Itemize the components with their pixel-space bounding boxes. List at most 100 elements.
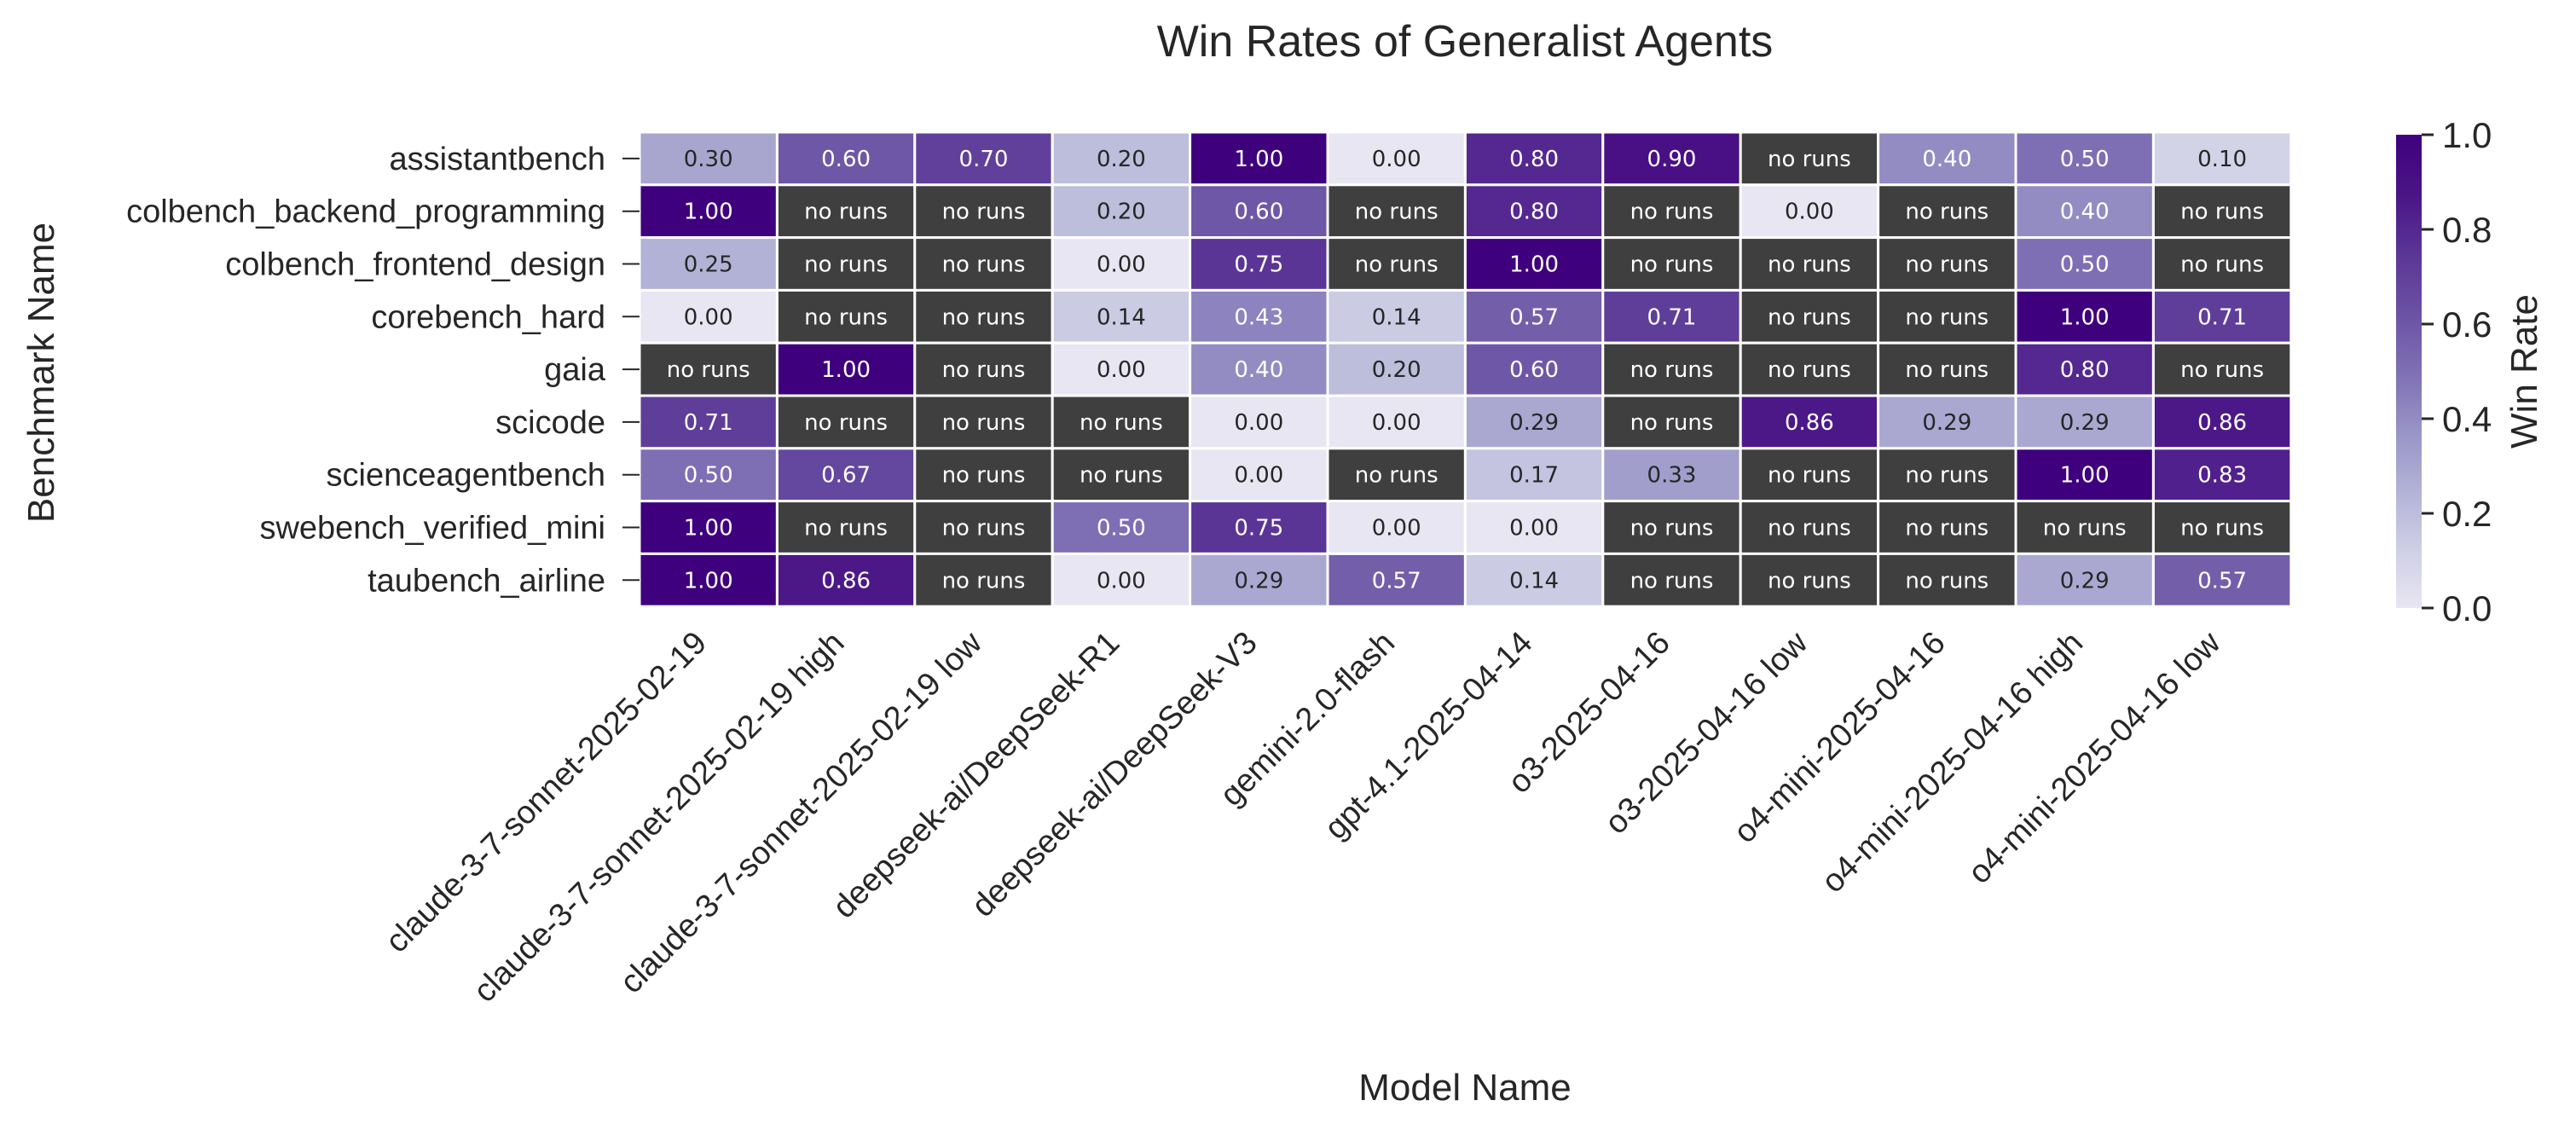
heatmap-cell xyxy=(2151,130,2293,187)
heatmap-cell xyxy=(1739,288,1880,345)
cell-value-label: 1.00 xyxy=(684,200,733,225)
cell-value-label: no runs xyxy=(2180,200,2264,225)
cell-value-label: no runs xyxy=(942,357,1026,383)
cell-value-label: no runs xyxy=(1768,568,1851,594)
cell-value-label: 0.25 xyxy=(684,252,733,278)
heatmap-cell xyxy=(1601,394,1742,450)
cell-value-label: no runs xyxy=(942,516,1026,541)
row-labels: assistantbench colbench_backend_programmi… xyxy=(126,142,640,599)
cell-value-label: 0.20 xyxy=(1097,147,1146,172)
chart-title: Win Rates of Generalist Agents xyxy=(1157,17,1774,67)
heatmap-cell xyxy=(2014,500,2155,555)
cell-value-label: 0.00 xyxy=(1097,568,1146,594)
cell-value-label: 0.60 xyxy=(821,147,871,172)
cell-value-label: 0.00 xyxy=(1097,252,1146,278)
cell-value-label: no runs xyxy=(2043,516,2127,541)
cell-value-label: 0.17 xyxy=(1509,463,1559,489)
cell-value-label: 0.86 xyxy=(2197,410,2247,436)
cell-value-label: 0.80 xyxy=(2060,357,2110,383)
cell-value-label: 0.60 xyxy=(1509,357,1559,383)
cell-value-label: no runs xyxy=(1080,410,1163,436)
cell-value-label: 0.14 xyxy=(1097,304,1146,330)
heatmap-cell xyxy=(638,447,779,503)
cell-value-label: 0.86 xyxy=(821,568,871,594)
heatmap-cell xyxy=(775,447,917,503)
cell-value-label: no runs xyxy=(1630,516,1714,541)
cell-value-label: 0.70 xyxy=(959,147,1009,172)
colorbar-tick-label: 0.4 xyxy=(2442,399,2492,439)
cell-value-label: 0.29 xyxy=(2060,568,2110,594)
heatmap-cell xyxy=(1463,183,1605,240)
cell-value-label: no runs xyxy=(1905,252,1988,278)
column-label: deepseek-ai/DeepSeek-R1 xyxy=(826,625,1126,925)
cell-value-label: 0.00 xyxy=(1234,463,1283,489)
row-label: corebench_hard xyxy=(371,299,605,335)
cell-value-label: 0.29 xyxy=(1922,410,1971,436)
heatmap-cell xyxy=(1189,183,1329,240)
row-label: assistantbench xyxy=(390,142,606,177)
heatmap-cell xyxy=(2014,552,2155,608)
colorbar-tick-label: 0.8 xyxy=(2442,210,2492,250)
cell-value-label: no runs xyxy=(2180,252,2264,278)
heatmap-cell xyxy=(1463,341,1605,397)
cell-value-label: no runs xyxy=(804,304,888,330)
cell-value-label: 0.14 xyxy=(1509,568,1559,594)
cell-value-label: 0.10 xyxy=(2197,147,2247,172)
row-label: scicode xyxy=(495,405,605,441)
cell-value-label: no runs xyxy=(804,410,888,436)
cell-value-label: 0.71 xyxy=(1647,304,1697,330)
cell-value-label: no runs xyxy=(1080,463,1163,489)
cell-value-label: 0.00 xyxy=(1097,357,1146,383)
cell-value-label: no runs xyxy=(942,200,1026,225)
heatmap-cell xyxy=(1739,394,1880,450)
row-label: swebench_verified_mini xyxy=(259,511,605,547)
colorbar-tick-label: 0.6 xyxy=(2442,304,2492,345)
cell-value-label: no runs xyxy=(804,252,888,278)
heatmap-cell xyxy=(1189,447,1329,503)
cell-value-label: 0.80 xyxy=(1509,200,1559,225)
heatmap-cell xyxy=(2151,552,2293,608)
heatmap-cell xyxy=(1877,288,2017,345)
cell-value-label: no runs xyxy=(1630,410,1714,436)
heatmap-cell xyxy=(913,552,1054,608)
heatmap-cell xyxy=(913,500,1054,555)
cell-value-label: 0.86 xyxy=(1785,410,1834,436)
cell-value-label: 0.50 xyxy=(1097,516,1146,541)
heatmap-cell xyxy=(1463,236,1605,292)
heatmap-cell xyxy=(913,447,1054,503)
cell-value-label: 0.60 xyxy=(1234,200,1283,225)
colorbar: 0.0 0.2 0.4 0.6 0.8 1.0 xyxy=(2396,115,2492,628)
cell-value-label: no runs xyxy=(942,463,1026,489)
cell-value-label: no runs xyxy=(1905,568,1988,594)
cell-value-label: 1.00 xyxy=(1509,252,1559,278)
row-label: colbench_frontend_design xyxy=(225,247,605,283)
cell-value-label: 0.90 xyxy=(1647,147,1697,172)
cell-value-label: no runs xyxy=(1355,200,1439,225)
cell-value-label: 0.71 xyxy=(2197,304,2247,330)
heatmap-cell xyxy=(1739,183,1880,240)
row-label: gaia xyxy=(544,352,606,388)
heatmap-cell xyxy=(1326,341,1467,397)
colorbar-tick-label: 1.0 xyxy=(2442,115,2492,155)
heatmap-cell xyxy=(1877,130,2017,187)
heatmap-cell xyxy=(638,288,779,345)
cell-value-label: no runs xyxy=(942,410,1026,436)
cell-value-label: 0.71 xyxy=(684,410,733,436)
cell-value-label: 0.40 xyxy=(1922,147,1971,172)
heatmap-cell xyxy=(1463,447,1605,503)
heatmap-cell xyxy=(1051,500,1192,555)
cell-value-label: 0.00 xyxy=(1785,200,1834,225)
heatmap-cells: 0.30 0.60 0.70 0.20 1.00 0.00 0.80 0.90 no runs 0… xyxy=(638,130,2293,608)
heatmap-cell xyxy=(2151,500,2293,555)
heatmap-cell xyxy=(2151,288,2293,345)
heatmap-cell xyxy=(913,341,1054,397)
heatmap-cell xyxy=(1326,552,1467,608)
colorbar-tick-label: 0.0 xyxy=(2442,588,2492,628)
cell-value-label: 0.00 xyxy=(684,304,733,330)
heatmap-cell xyxy=(913,236,1054,292)
cell-value-label: 0.29 xyxy=(1509,410,1559,436)
cell-value-label: no runs xyxy=(1768,147,1851,172)
cell-value-label: no runs xyxy=(804,200,888,225)
cell-value-label: no runs xyxy=(942,304,1026,330)
heatmap-cell xyxy=(1326,394,1467,450)
